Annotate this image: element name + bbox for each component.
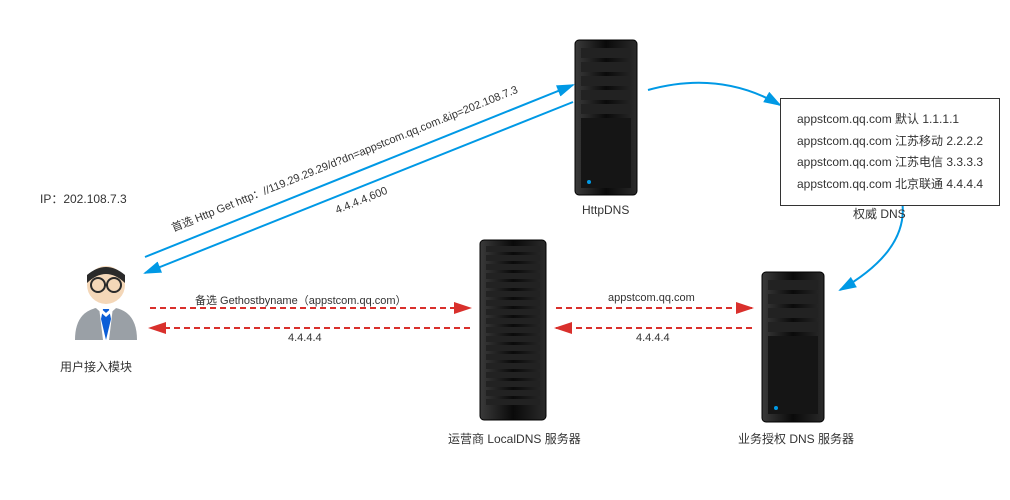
authdns-server-icon <box>762 272 824 422</box>
dns-record-row: appstcom.qq.com 北京联通 4.4.4.4 <box>797 174 983 196</box>
user-icon <box>75 266 137 340</box>
httpdns-server-icon <box>575 40 637 195</box>
user-node-label: 用户接入模块 <box>60 358 132 375</box>
httpdns-node-label: HttpDNS <box>582 203 629 217</box>
user-ip-label: IP：202.108.7.3 <box>40 190 127 207</box>
edge-httpdns-records <box>648 83 780 105</box>
dns-record-row: appstcom.qq.com 默认 1.1.1.1 <box>797 109 983 131</box>
dns-records-box: appstcom.qq.com 默认 1.1.1.1 appstcom.qq.c… <box>780 98 1000 206</box>
edge-label-gethostbyname: 备选 Gethostbyname（appstcom.qq.com） <box>195 292 407 308</box>
localdns-node-label: 运营商 LocalDNS 服务器 <box>448 430 581 447</box>
edge-user-httpdns-req <box>145 85 573 257</box>
localdns-server-icon <box>480 240 546 420</box>
dns-record-row: appstcom.qq.com 江苏电信 3.3.3.3 <box>797 152 983 174</box>
dns-record-row: appstcom.qq.com 江苏移动 2.2.2.2 <box>797 131 983 153</box>
authoritative-label: 权威 DNS <box>853 205 906 222</box>
edge-label-localdns-resp: 4.4.4.4 <box>288 332 322 344</box>
diagram-canvas <box>0 0 1010 500</box>
authdns-node-label: 业务授权 DNS 服务器 <box>738 430 854 447</box>
edge-label-authresp: 4.4.4.4 <box>636 332 670 344</box>
edge-label-authreq: appstcom.qq.com <box>608 292 695 304</box>
